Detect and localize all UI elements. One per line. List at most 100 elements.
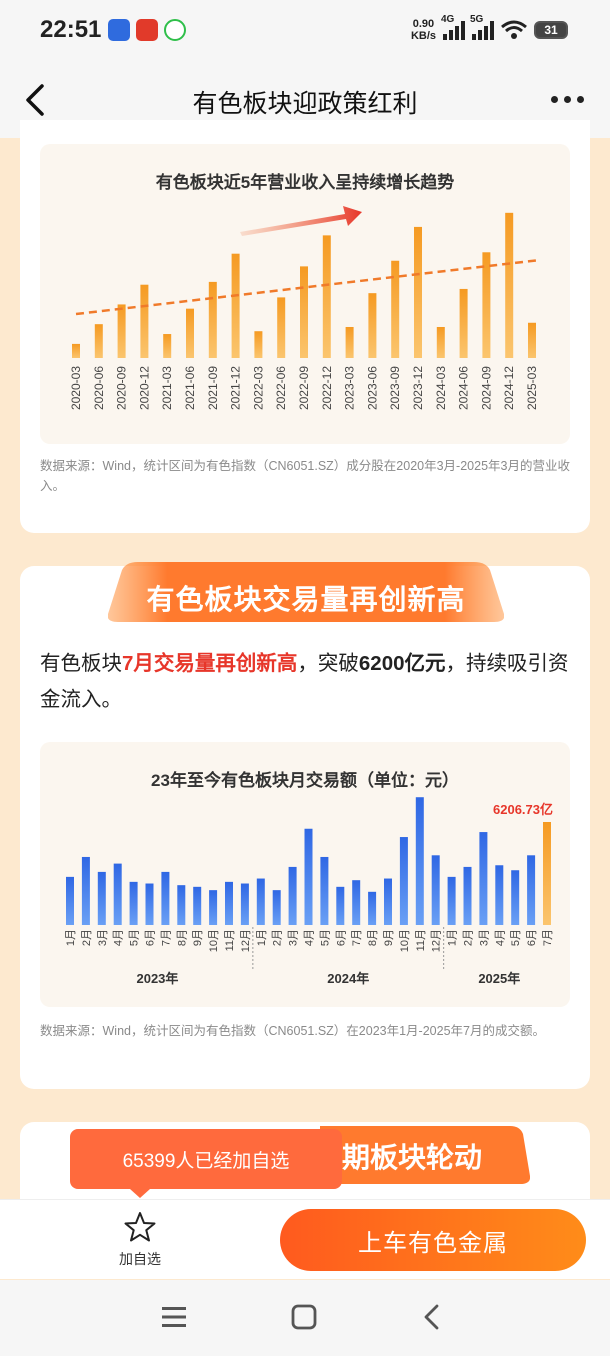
status-bar: 22:51 0.90 KB/s 4G 5G 31 [0, 0, 610, 62]
page-title: 有色板块迎政策红利 [192, 90, 418, 118]
more-dots-icon[interactable] [551, 96, 584, 103]
volume-bar [225, 881, 233, 925]
buy-metals-button[interactable]: 上车有色金属 [280, 1209, 586, 1271]
volume-chart: 1月 2月 3月 4月 5月 6月 7月 8月 9月 10月 11月 12月 1月 2月 3月 4月 5月 6月 7… [65, 797, 554, 986]
revenue-tick-label: 2023-12 [411, 366, 425, 410]
revenue-bar [208, 281, 217, 358]
back-icon[interactable] [420, 1303, 444, 1331]
status-time: 22:51 [40, 16, 102, 43]
volume-tick-label: 6月 [145, 929, 157, 946]
year-group-label: 2024年 [327, 971, 369, 986]
revenue-tick-label: 2021-06 [183, 366, 197, 410]
revenue-source-note: 数据来源：Wind，统计区间为有色指数（CN6051.SZ）成分股在2020年3… [40, 459, 570, 493]
volume-tick-label: 3月 [97, 929, 109, 946]
volume-bar [495, 865, 504, 925]
chevron-left-icon[interactable] [20, 82, 56, 118]
volume-tick-label: 4月 [113, 929, 125, 946]
revenue-tick-label: 2022-06 [274, 366, 288, 410]
volume-bar [463, 866, 472, 925]
volume-tick-label: 1月 [447, 929, 459, 946]
status-icons: 0.90 KB/s 4G 5G 31 [411, 14, 568, 46]
revenue-bar [368, 293, 377, 358]
volume-tick-label: 9月 [192, 929, 204, 946]
revenue-bar [72, 343, 80, 358]
revenue-bar [436, 326, 445, 358]
volume-tick-label: 12月 [240, 929, 252, 952]
volume-bar [177, 885, 186, 925]
section3-banner [320, 1126, 530, 1184]
volume-tick-label: 5月 [129, 929, 141, 946]
tooltip-arrow [130, 1189, 150, 1198]
revenue-tick-label: 2023-09 [388, 366, 402, 410]
revenue-tick-label: 2020-12 [137, 366, 151, 410]
volume-tick-label: 2月 [81, 929, 93, 946]
volume-bar [527, 855, 536, 925]
volume-tick-label: 4月 [494, 929, 506, 946]
revenue-tick-label: 2023-06 [365, 366, 379, 410]
signal-icon: 4G [441, 14, 465, 40]
volume-tick-label: 4月 [304, 929, 316, 946]
volume-tick-label: 3月 [288, 929, 300, 946]
revenue-tick-label: 2022-03 [251, 366, 265, 410]
volume-tick-label: 10月 [208, 929, 220, 952]
volume-bar [161, 871, 170, 925]
volume-bar [352, 880, 361, 925]
volume-bar [399, 837, 408, 925]
revenue-bar [505, 212, 514, 358]
wechat-app-icon [164, 19, 186, 41]
volume-tick-label: 7月 [160, 929, 172, 946]
volume-bar [145, 883, 154, 925]
volume-tick-label: 7月 [351, 929, 363, 946]
volume-bar [511, 870, 520, 925]
volume-tick-label: 12月 [431, 929, 443, 952]
home-icon[interactable] [290, 1303, 318, 1331]
revenue-bar [163, 334, 172, 358]
revenue-chart: 2020-03 2020-06 2020-09 2020-12 2021-03 2021-… [69, 206, 541, 410]
volume-chart-panel: 23年至今有色板块月交易额（单位：元） 1月 2月 3月 4月 5月 6月 7月 8月 9月 10… [40, 742, 570, 1007]
revenue-tick-label: 2024-09 [479, 366, 493, 410]
network-speed: 0.90 KB/s [410, 18, 436, 42]
revenue-bar [322, 235, 331, 358]
revenue-card: 有色板块近5年营业收入呈持续增长趋势 2020-03 2020-06 2020-09… [20, 120, 590, 533]
revenue-bar [254, 331, 263, 358]
fav-count-tooltip: 65399人已经加自选 [70, 1129, 342, 1189]
red-app-icon [136, 19, 158, 41]
volume-bar [431, 855, 440, 925]
menu-icon[interactable] [160, 1304, 188, 1330]
revenue-bar [528, 322, 536, 358]
volume-tick-label: 6月 [335, 929, 347, 946]
revenue-tick-label: 2020-09 [115, 366, 129, 410]
volume-tick-label: 6月 [526, 929, 538, 946]
revenue-chart-title: 有色板块近5年营业收入呈持续增长趋势 [155, 173, 455, 192]
volume-tick-label: 9月 [383, 929, 395, 946]
revenue-bar [391, 260, 400, 358]
volume-bar [479, 832, 488, 925]
year-group-label: 2025年 [478, 971, 520, 986]
volume-bar [209, 890, 218, 925]
volume-tick-label: 7月 [542, 929, 554, 946]
volume-bar [81, 856, 90, 925]
revenue-bar [300, 266, 308, 358]
revenue-bar [186, 308, 194, 358]
revenue-chart-panel: 有色板块近5年营业收入呈持续增长趋势 2020-03 2020-06 2020-09… [40, 144, 570, 444]
volume-tick-label: 8月 [367, 929, 379, 946]
revenue-tick-label: 2023-03 [343, 366, 357, 410]
volume-bar [304, 828, 313, 925]
revenue-tick-label: 2022-12 [320, 366, 334, 410]
revenue-bar [231, 253, 240, 358]
battery-icon: 31 [534, 21, 568, 39]
section-banner-text: 有色板块交易量再创新高 [146, 584, 466, 615]
volume-bar [336, 886, 345, 925]
add-favorite-button[interactable]: 加自选 [106, 1210, 174, 1269]
volume-chart-title: 23年至今有色板块月交易额（单位：元） [151, 771, 459, 790]
volume-bar [129, 881, 138, 925]
volume-tick-label: 8月 [176, 929, 188, 946]
revenue-tick-label: 2024-12 [502, 366, 516, 410]
volume-bar [97, 871, 106, 925]
revenue-bar [117, 304, 126, 358]
section3-banner-text: 期板块轮动 [342, 1142, 483, 1173]
volume-tick-label: 1月 [65, 929, 77, 946]
revenue-bar [94, 324, 103, 358]
revenue-bar [277, 297, 286, 358]
volume-bar [256, 878, 265, 925]
